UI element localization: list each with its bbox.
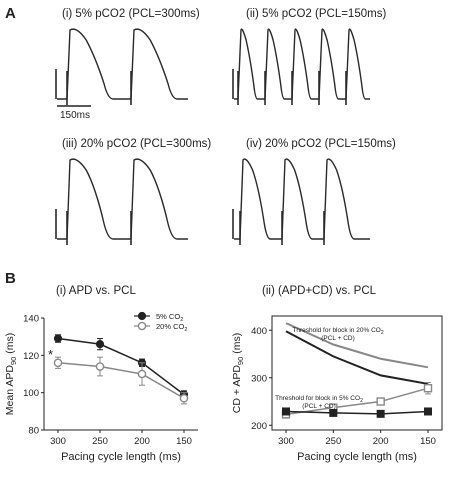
series-line — [57, 362, 185, 399]
panel-b-letter: B — [5, 270, 16, 287]
legend-label: 20% CO2 — [156, 322, 187, 333]
action-potential-trace-i — [55, 28, 188, 105]
data-point — [53, 334, 63, 343]
data-point — [179, 393, 189, 403]
chart-title: (i) APD vs. PCL — [56, 285, 136, 297]
y-tick-label: 100 — [23, 388, 39, 399]
x-tick-label: 200 — [373, 436, 389, 447]
ap-waveform — [234, 158, 370, 240]
x-tick-label: 200 — [134, 436, 150, 447]
series-line — [285, 322, 429, 369]
panel-a-letter: A — [5, 5, 16, 22]
significance-asterisk: * — [48, 347, 53, 362]
x-axis-label: Pacing cycle length (ms) — [297, 451, 417, 463]
scale-bar — [57, 105, 91, 107]
series-line — [285, 410, 429, 415]
threshold-annotation: (PCL + CD) — [321, 335, 355, 342]
x-tick-label: 250 — [92, 436, 108, 447]
scale-bar-label: 150ms — [60, 110, 91, 121]
data-point — [95, 340, 105, 349]
trace-iii-title: (iii) 20% pCO2 (PCL=300ms) — [62, 138, 212, 150]
y-tick-label: 140 — [23, 314, 39, 325]
threshold-annotation: Threshold for block in 20% CO2 — [292, 327, 384, 336]
ap-waveform — [234, 28, 370, 100]
y-tick-label: 80 — [28, 426, 39, 437]
plot-frame — [271, 315, 443, 431]
ap-waveform — [57, 28, 188, 100]
y-tick-label: 400 — [251, 326, 267, 337]
data-point — [376, 409, 385, 418]
series-line — [285, 330, 429, 385]
series-20-co2 — [53, 356, 189, 405]
threshold-annotation: Threshold for block in 5% CO2 — [275, 395, 363, 404]
x-tick-label: 250 — [325, 436, 341, 447]
series-5-co2 — [282, 407, 432, 418]
series-threshold-for-block-in-20-co2-pcl-cd- — [285, 322, 429, 369]
data-point — [137, 369, 147, 379]
data-point — [53, 358, 63, 368]
threshold-annotation: (PCL + CD) — [302, 403, 336, 410]
data-point — [424, 407, 432, 416]
data-point — [137, 321, 147, 331]
trace-iv-title: (iv) 20% pCO2 (PCL=150ms) — [246, 138, 396, 150]
data-point — [282, 407, 290, 416]
x-tick-label: 150 — [420, 436, 436, 447]
x-tick-label: 300 — [50, 436, 66, 447]
chart-title: (ii) (APD+CD) vs. PCL — [262, 285, 377, 297]
y-axis-label: Mean APD90 (ms) — [4, 333, 18, 415]
apd-vs-pcl-chart: (i) APD vs. PCL 80 100 120 140 300 250 200 150 Pa… — [4, 285, 198, 463]
y-tick-label: 300 — [251, 373, 267, 384]
data-point — [329, 408, 338, 417]
data-point — [137, 311, 147, 321]
data-point — [376, 397, 385, 406]
y-tick-label: 120 — [23, 351, 39, 362]
y-axis-label: CD + APD90 (ms) — [231, 333, 245, 413]
x-tick-label: 300 — [278, 436, 294, 447]
series-threshold-for-block-in-5-co2-pcl-cd- — [285, 330, 429, 385]
trace-ii-title: (ii) 5% pCO2 (PCL=150ms) — [246, 8, 387, 20]
x-tick-label: 150 — [176, 436, 192, 447]
series-line — [285, 387, 429, 416]
y-tick-label: 200 — [251, 421, 267, 432]
action-potential-trace-iv — [232, 158, 370, 245]
data-point — [95, 362, 105, 371]
series-line — [57, 337, 185, 396]
data-point — [423, 383, 433, 393]
action-potential-trace-ii — [232, 28, 370, 105]
trace-i-title: (i) 5% pCO2 (PCL=300ms) — [62, 8, 200, 20]
x-axis-label: Pacing cycle length (ms) — [61, 451, 181, 463]
legend-label: 5% CO2 — [156, 312, 183, 323]
ap-waveform — [57, 158, 188, 240]
action-potential-trace-iii — [55, 158, 188, 245]
apd-cd-vs-pcl-chart: (ii) (APD+CD) vs. PCL 200 300 400 300 250 200 1… — [231, 285, 443, 463]
